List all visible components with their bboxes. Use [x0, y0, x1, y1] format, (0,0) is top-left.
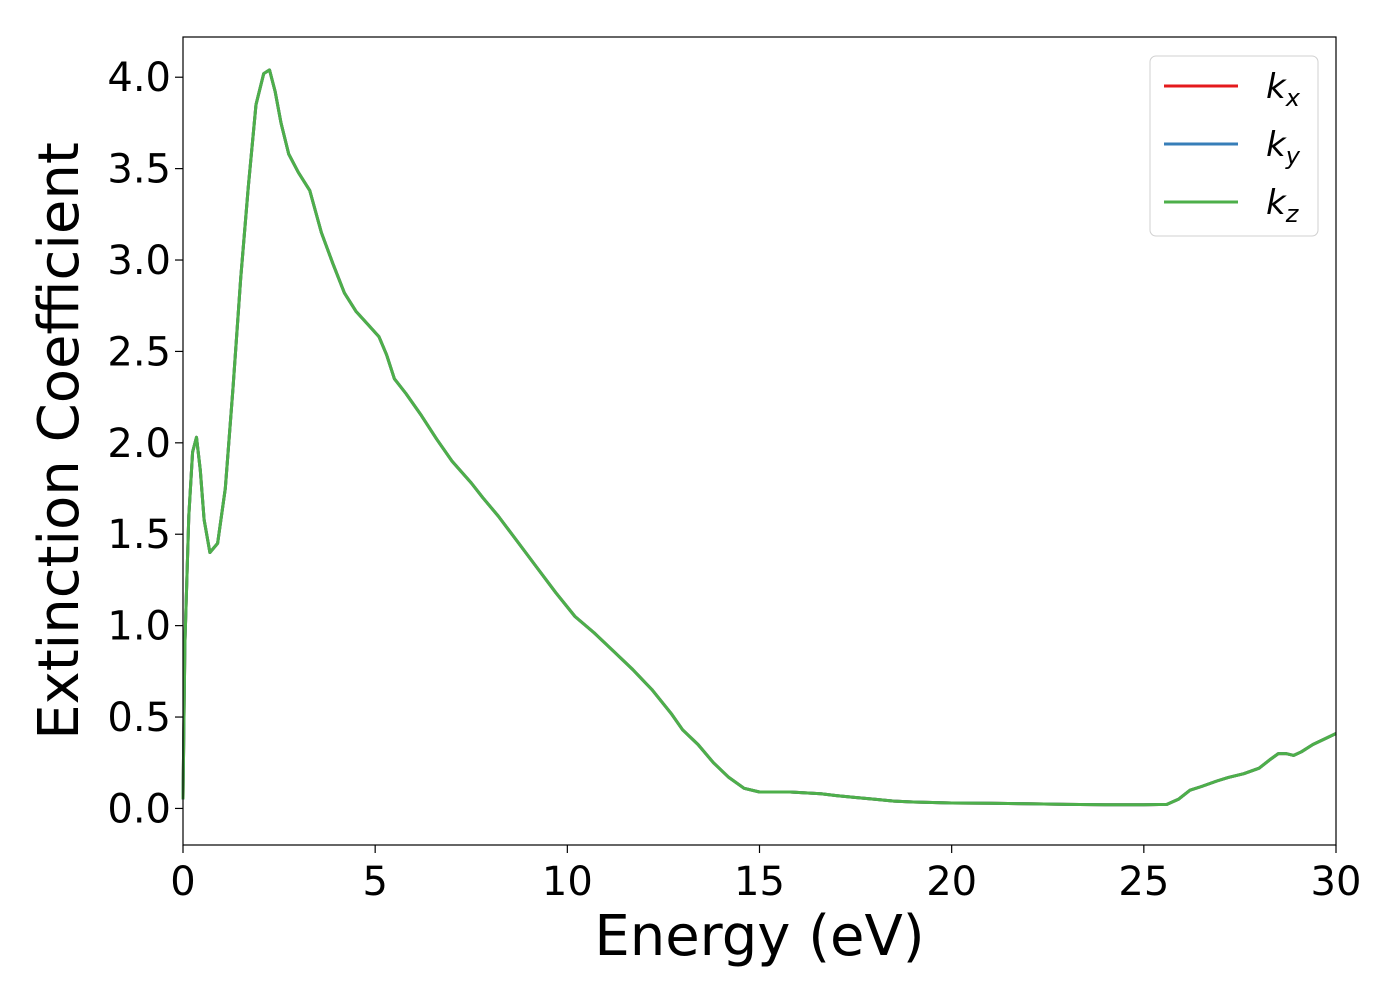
x-tick-label: 15 [734, 859, 785, 905]
y-tick-label: 0.5 [107, 695, 171, 741]
y-tick-label: 0.0 [107, 786, 171, 832]
y-axis-ticks: 0.0 0.5 1.0 1.5 2.0 2.5 3.0 3.5 4.0 [107, 55, 183, 832]
x-tick-label: 10 [542, 859, 593, 905]
y-axis-label: Extinction Coefficient [27, 142, 92, 740]
y-tick-label: 1.5 [107, 512, 171, 558]
y-tick-label: 2.5 [107, 329, 171, 375]
legend-label-ky: ky [1266, 125, 1301, 170]
series-layer [181, 68, 1337, 807]
y-tick-label: 4.0 [107, 55, 171, 101]
legend: kx ky kz [1149, 55, 1319, 237]
x-tick-label: 20 [926, 859, 977, 905]
x-tick-label: 25 [1118, 859, 1169, 905]
y-tick-label: 2.0 [107, 421, 171, 467]
x-tick-label: 0 [170, 859, 195, 905]
x-tick-label: 30 [1311, 859, 1362, 905]
series-line-k-z [181, 68, 1337, 807]
x-axis-label: Energy (eV) [594, 904, 924, 969]
y-tick-label: 3.5 [107, 147, 171, 193]
x-tick-label: 5 [362, 859, 387, 905]
legend-label-kx: kx [1266, 67, 1301, 112]
x-axis-ticks: 0 5 10 15 20 25 30 [170, 845, 1361, 905]
legend-label-kz: kz [1266, 183, 1300, 228]
y-tick-label: 3.0 [107, 238, 171, 284]
y-tick-label: 1.0 [107, 604, 171, 650]
legend-box [1149, 55, 1319, 237]
